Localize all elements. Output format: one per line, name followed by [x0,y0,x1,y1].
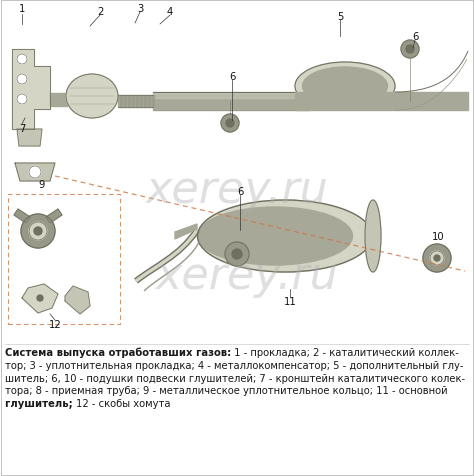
Text: 3: 3 [137,4,143,14]
Text: 12: 12 [49,319,61,329]
Text: 6: 6 [412,32,418,42]
Polygon shape [118,96,153,108]
Polygon shape [148,96,150,108]
Polygon shape [17,130,42,147]
Circle shape [434,256,440,261]
Ellipse shape [66,75,118,119]
Circle shape [226,120,234,128]
Text: 12 - скобы хомута: 12 - скобы хомута [76,398,171,408]
Ellipse shape [295,63,395,111]
Polygon shape [128,96,130,108]
Circle shape [17,75,27,85]
Polygon shape [65,287,90,314]
Circle shape [401,41,419,59]
Circle shape [29,223,47,240]
Polygon shape [140,96,142,108]
Polygon shape [124,96,126,108]
Circle shape [430,251,444,266]
Text: шитель; 6, 10 - подушки подвески глушителей; 7 - кронштейн каталитического колек: шитель; 6, 10 - подушки подвески глушите… [5,373,465,383]
Text: 4: 4 [167,7,173,17]
Text: глушитель;: глушитель; [5,398,76,408]
Ellipse shape [365,200,381,272]
Polygon shape [46,209,62,224]
Polygon shape [120,96,122,108]
Ellipse shape [198,208,353,266]
Ellipse shape [302,68,388,106]
Text: 9: 9 [39,179,45,189]
Circle shape [17,95,27,105]
Polygon shape [14,209,30,224]
Text: 6: 6 [229,72,235,82]
Text: Система выпуска отработавших газов:: Система выпуска отработавших газов: [5,347,231,358]
Circle shape [225,242,249,267]
Polygon shape [22,284,58,313]
Text: xerey.ru: xerey.ru [146,169,328,212]
Polygon shape [175,225,197,239]
Text: 6: 6 [237,187,243,197]
Text: тора; 8 - приемная труба; 9 - металлическое уплотнительное кольцо; 11 - основной: тора; 8 - приемная труба; 9 - металличес… [5,386,447,396]
Circle shape [423,245,451,272]
Text: 7: 7 [19,124,25,134]
Circle shape [221,115,239,133]
Circle shape [232,249,242,259]
Text: 10: 10 [432,231,444,241]
Bar [0,343,474,476]
Polygon shape [136,96,138,108]
Ellipse shape [198,200,373,272]
Text: xerey.ru: xerey.ru [155,255,338,298]
Polygon shape [152,96,154,108]
Text: 11: 11 [283,297,296,307]
Text: 1 - прокладка; 2 - каталитический коллек-: 1 - прокладка; 2 - каталитический коллек… [231,347,459,357]
Polygon shape [15,164,55,182]
Text: 5: 5 [337,12,343,22]
Circle shape [21,215,55,248]
Polygon shape [144,96,146,108]
Circle shape [29,167,41,178]
Text: тор; 3 - уплотнительная прокладка; 4 - металлокомпенсатор; 5 - дополнительный гл: тор; 3 - уплотнительная прокладка; 4 - м… [5,360,464,370]
Circle shape [34,228,42,236]
Polygon shape [132,96,134,108]
Text: 2: 2 [97,7,103,17]
Polygon shape [12,50,50,130]
Circle shape [37,296,43,301]
Text: 1: 1 [19,4,25,14]
Polygon shape [50,94,67,107]
Circle shape [406,46,414,54]
Circle shape [17,55,27,65]
